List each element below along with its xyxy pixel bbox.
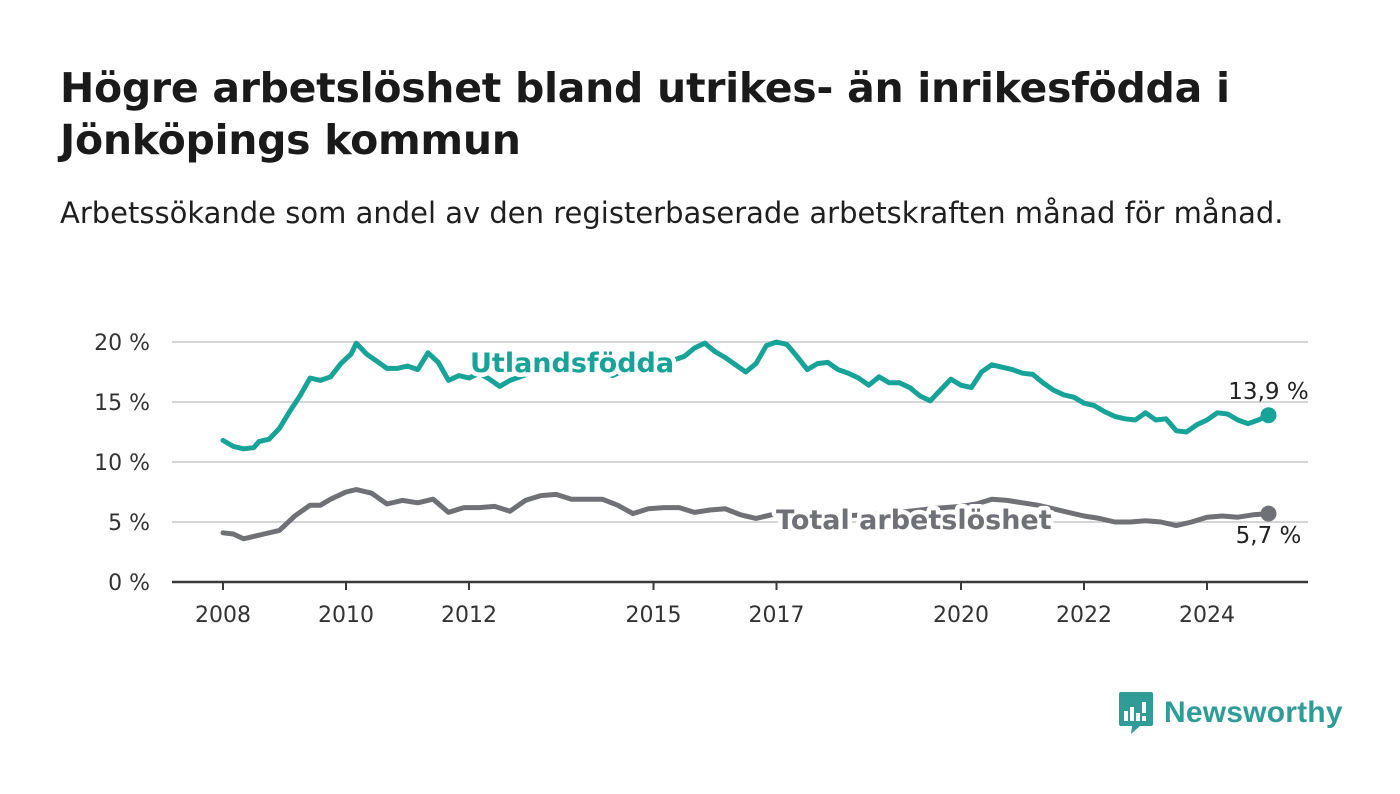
y-tick-label: 5 % <box>108 511 150 536</box>
brand-name: Newsworthy <box>1164 696 1343 729</box>
x-tick-label: 2020 <box>933 603 989 628</box>
x-tick-label: 2010 <box>318 603 374 628</box>
chart-subtitle: Arbetssökande som andel av den registerb… <box>60 196 1284 230</box>
y-tick-label: 0 % <box>108 571 150 596</box>
y-tick-label: 20 % <box>94 331 150 356</box>
series-line-utlandsf-dda <box>220 339 1271 452</box>
x-tick-label: 2024 <box>1179 603 1235 628</box>
series-label-total-arbetsloshet: Total arbetslöshet <box>776 505 1052 536</box>
end-point-total-arbetsl-shet <box>1260 505 1277 522</box>
newsworthy-logo-icon <box>1119 692 1153 734</box>
end-value-label-utlandsfodda: 13,9 % <box>1228 379 1308 405</box>
chart-title: Högre arbetslöshet bland utrikes- än inr… <box>60 64 1230 164</box>
x-tick-label: 2015 <box>626 603 682 628</box>
end-point-utlandsf-dda <box>1260 407 1277 424</box>
series-line-total-arbetsl-shet <box>220 487 1271 542</box>
end-value-label-total-arbetsloshet: 5,7 % <box>1236 523 1302 549</box>
y-tick-label: 15 % <box>94 391 150 416</box>
series-label-utlandsfodda: Utlandsfödda <box>470 348 674 379</box>
y-tick-label: 10 % <box>94 451 150 476</box>
x-tick-label: 2022 <box>1056 603 1112 628</box>
brand-logo[interactable]: Newsworthy <box>1118 690 1343 736</box>
x-tick-label: 2012 <box>441 603 497 628</box>
x-tick-label: 2017 <box>749 603 805 628</box>
x-tick-label: 2008 <box>195 603 251 628</box>
